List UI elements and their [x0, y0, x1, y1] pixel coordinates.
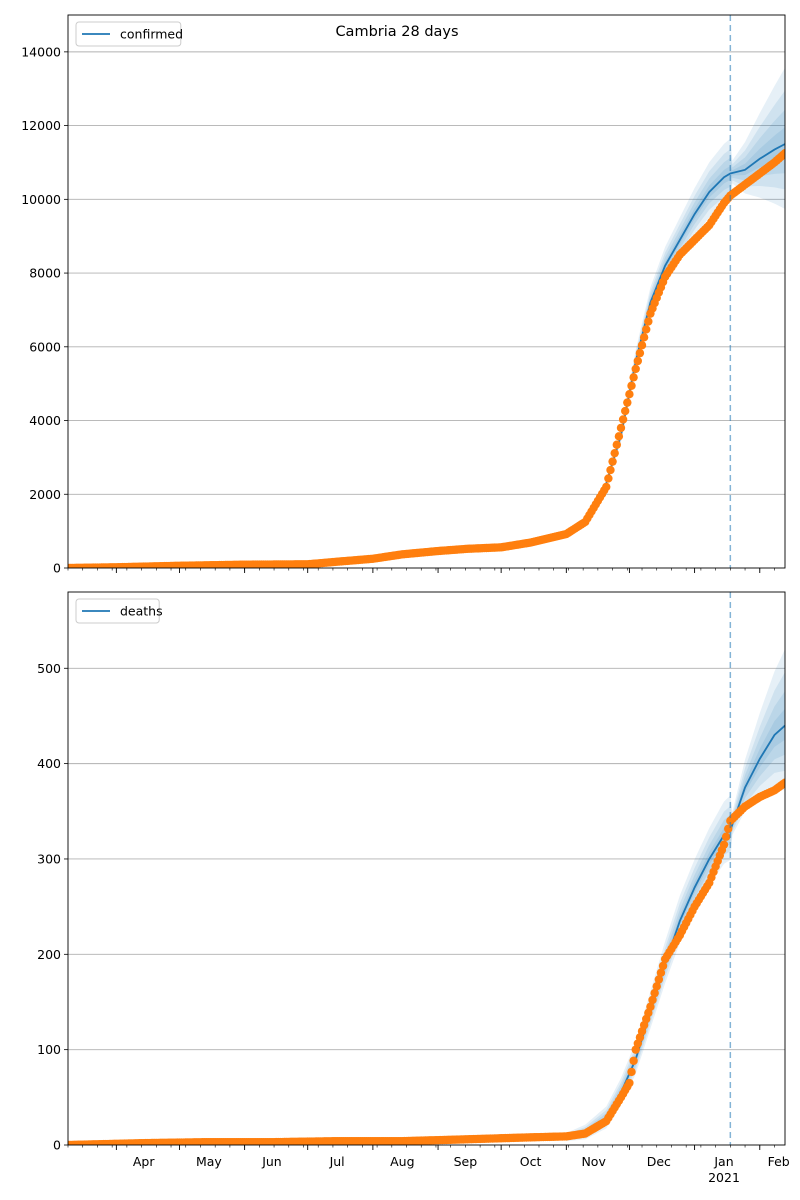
legend: deaths — [75, 598, 163, 624]
data-point — [724, 824, 733, 833]
y-tick-label: 12000 — [21, 118, 61, 133]
y-tick-label: 14000 — [21, 44, 61, 59]
legend-label: deaths — [120, 604, 163, 619]
data-point — [644, 317, 653, 326]
data-point — [721, 832, 731, 841]
data-point — [627, 381, 636, 390]
confirmed-panel: 0 2000 4000 6000 8000 10000 12000 14000 confirme… — [21, 14, 786, 576]
x-tick-label: Oct — [520, 1154, 542, 1169]
data-point — [631, 364, 640, 374]
x-tick-label: Dec — [647, 1154, 671, 1169]
y-tick-label: 0 — [53, 1138, 61, 1153]
data-point — [629, 1056, 638, 1065]
data-point — [633, 356, 643, 366]
uncertainty-bands — [606, 67, 785, 487]
y-tick-label: 2000 — [29, 487, 61, 502]
y-tick-label: 500 — [37, 661, 61, 676]
y-tick-label: 200 — [37, 947, 61, 962]
x-tick-label: Jul — [329, 1154, 345, 1169]
axes-frame — [67, 591, 786, 1146]
data-point — [719, 840, 729, 849]
uncertainty-band — [566, 672, 785, 1141]
observed-points — [68, 778, 785, 1145]
uncertainty-band — [566, 691, 785, 1140]
data-point — [648, 995, 657, 1005]
data-point — [616, 423, 626, 433]
data-point — [625, 390, 634, 399]
data-point — [635, 348, 645, 358]
data-point — [614, 432, 624, 441]
deaths-panel: 0 100 200 300 400 500 Apr May Jun Jul Aug Sep Oct Nov… — [37, 591, 790, 1185]
data-point — [629, 373, 638, 382]
axes-frame — [67, 14, 786, 569]
legend-box — [75, 598, 160, 624]
x-tick-label: Aug — [390, 1154, 414, 1169]
data-point — [623, 398, 632, 407]
uncertainty-band — [566, 708, 785, 1139]
uncertainty-band — [606, 109, 785, 485]
data-point — [654, 975, 664, 984]
data-point — [637, 341, 647, 350]
legend: confirmed — [75, 21, 183, 47]
x-tick-label: Apr — [133, 1154, 155, 1169]
data-point — [656, 968, 666, 977]
data-point — [646, 1002, 655, 1011]
data-point — [620, 406, 630, 416]
data-point — [612, 440, 621, 449]
y-tick-label: 10000 — [21, 192, 61, 207]
figure-title: Cambria 28 days — [335, 24, 458, 40]
y-tick-label: 0 — [53, 561, 61, 576]
uncertainty-bands — [566, 649, 785, 1142]
data-point — [780, 149, 785, 158]
data-point — [652, 982, 661, 991]
data-point — [625, 1078, 634, 1088]
uncertainty-band — [606, 67, 785, 487]
data-point — [608, 457, 617, 466]
y-tick-label: 300 — [37, 851, 61, 866]
x-tick-label: Sep — [454, 1154, 478, 1169]
data-point — [639, 333, 649, 342]
observed-points — [68, 149, 785, 568]
data-point — [606, 465, 615, 475]
data-point — [780, 778, 785, 787]
data-point — [658, 961, 668, 971]
x-tick-label: Nov — [581, 1154, 606, 1169]
uncertainty-band — [566, 649, 785, 1142]
x-tick-label: May — [196, 1154, 222, 1169]
uncertainty-band — [606, 90, 785, 486]
data-point — [602, 482, 611, 492]
y-tick-label: 100 — [37, 1042, 61, 1057]
legend-label: confirmed — [120, 27, 183, 42]
x-tick-label: Jun — [261, 1154, 282, 1169]
y-tick-label: 400 — [37, 756, 61, 771]
data-point — [610, 448, 619, 458]
x-year-label: 2021 — [708, 1170, 740, 1185]
legend-box — [75, 21, 182, 47]
x-tick-label: Feb — [768, 1154, 790, 1169]
data-point — [650, 988, 659, 998]
y-tick-label: 4000 — [29, 413, 61, 428]
x-tick-label: Jan — [713, 1154, 733, 1169]
y-tick-label: 8000 — [29, 266, 61, 281]
y-tick-label: 6000 — [29, 339, 61, 354]
data-point — [642, 325, 651, 334]
data-point — [604, 474, 613, 483]
data-point — [627, 1067, 636, 1077]
data-point — [618, 415, 628, 424]
